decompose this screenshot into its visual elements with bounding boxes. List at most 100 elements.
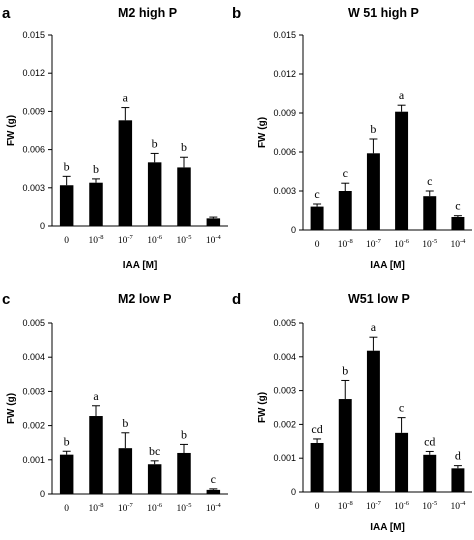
x-axis-label: IAA [M] (370, 260, 405, 271)
bar (395, 111, 409, 230)
y-axis-label: FW (g) (6, 393, 17, 424)
x-tick-label: 10-5 (177, 502, 192, 514)
significance-letter: b (152, 136, 158, 150)
bar (177, 167, 191, 226)
bar (59, 185, 74, 226)
x-tick-label: 10-4 (450, 238, 466, 250)
significance-letter: bc (149, 444, 160, 458)
panel-letter-a: a (2, 5, 11, 22)
y-tick-label: 0.003 (22, 183, 45, 193)
y-tick-label: 0.006 (273, 147, 296, 157)
panel-a: a M2 high P FW (g) 0 0.003 0.006 0.009 0.012 0.… (2, 5, 228, 271)
y-axis-label: FW (g) (257, 117, 268, 148)
y-tick-label: 0.015 (22, 30, 45, 40)
significance-letter: b (122, 416, 128, 430)
bar (147, 464, 162, 494)
x-tick-label: 10-8 (89, 502, 104, 514)
panel-d: d W51 low P FW (g) 0 0.001 0.002 0.003 0.004 0.… (232, 291, 472, 533)
x-tick-label: 10-4 (206, 234, 222, 246)
x-axis-label: IAA [M] (370, 522, 405, 533)
x-tick-label: 10-7 (118, 502, 134, 514)
bar (366, 350, 380, 492)
y-tick-label: 0.004 (22, 352, 45, 362)
significance-letter: d (455, 449, 461, 463)
panel-letter-c: c (2, 291, 10, 308)
significance-letter: c (427, 174, 432, 188)
x-axis-label: IAA [M] (123, 260, 158, 271)
bar (338, 399, 352, 492)
x-tick-label: 10-6 (147, 234, 163, 246)
y-tick-label: 0.012 (273, 69, 296, 79)
y-tick-label: 0.012 (22, 68, 45, 78)
y-tick-label: 0.015 (273, 30, 296, 40)
x-tick-label: 10-5 (422, 500, 437, 512)
significance-letter: b (181, 427, 187, 441)
x-tick-label: 10-7 (366, 500, 382, 512)
bar (147, 162, 162, 226)
x-tick-label: 10-6 (394, 500, 410, 512)
significance-letter: c (314, 187, 319, 201)
y-tick-label: 0.003 (273, 186, 296, 196)
panel-letter-b: b (232, 5, 241, 22)
x-tick-label: 10-8 (338, 238, 353, 250)
y-tick-label: 0.001 (273, 453, 296, 463)
bar (89, 416, 103, 494)
significance-letter: a (399, 88, 405, 102)
significance-letter: c (399, 401, 404, 415)
x-tick-label: 10-8 (89, 234, 104, 246)
panel-title: W51 low P (348, 292, 410, 306)
significance-letter: b (64, 434, 70, 448)
x-tick-label: 10-6 (394, 238, 410, 250)
x-tick-label: 0 (315, 240, 320, 250)
significance-letter: b (370, 122, 376, 136)
bar (206, 489, 221, 494)
y-tick-label: 0 (40, 221, 45, 231)
bar (310, 442, 324, 492)
y-tick-label: 0 (40, 489, 45, 499)
significance-letter: cd (311, 422, 322, 436)
x-tick-label: 10-6 (147, 502, 163, 514)
bar (118, 120, 133, 226)
panel-c: c M2 low P FW (g) 0 0.001 0.002 0.003 0.004 0.0… (2, 291, 228, 514)
bar (59, 454, 74, 494)
x-tick-label: 10-4 (206, 502, 222, 514)
panel-title: M2 high P (118, 6, 177, 20)
x-tick-label: 0 (64, 236, 69, 246)
y-tick-label: 0 (291, 225, 296, 235)
bar (118, 448, 133, 494)
y-tick-label: 0 (291, 487, 296, 497)
bar (451, 468, 465, 492)
bar (310, 206, 324, 230)
significance-letter: a (93, 389, 99, 403)
x-tick-label: 0 (64, 504, 69, 514)
panel-title: W 51 high P (348, 6, 419, 20)
panel-letter-d: d (232, 291, 241, 308)
panel-b: b W 51 high P FW (g) 0 0.003 0.006 0.009 0.012… (232, 5, 472, 271)
y-tick-label: 0.003 (273, 386, 296, 396)
y-tick-label: 0.009 (273, 108, 296, 118)
significance-letter: b (64, 159, 70, 173)
significance-letter: c (455, 199, 460, 213)
significance-letter: b (342, 363, 348, 377)
y-tick-label: 0.001 (22, 455, 45, 465)
significance-letter: b (181, 140, 187, 154)
y-tick-label: 0.003 (22, 386, 45, 396)
x-tick-label: 10-5 (177, 234, 192, 246)
x-tick-label: 10-8 (338, 500, 353, 512)
bar (206, 218, 221, 226)
y-tick-label: 0.005 (22, 318, 45, 328)
significance-letter: c (343, 166, 348, 180)
y-axis-label: FW (g) (6, 115, 17, 146)
x-tick-label: 10-7 (366, 238, 382, 250)
bar (423, 454, 437, 492)
bar (395, 432, 409, 492)
bar (338, 191, 352, 230)
y-tick-label: 0.002 (273, 419, 296, 429)
bar (451, 217, 465, 230)
significance-letter: b (93, 162, 99, 176)
significance-letter: c (211, 472, 216, 486)
x-tick-label: 10-5 (422, 238, 437, 250)
significance-letter: cd (424, 434, 435, 448)
y-tick-label: 0.009 (22, 106, 45, 116)
x-tick-label: 0 (315, 502, 320, 512)
